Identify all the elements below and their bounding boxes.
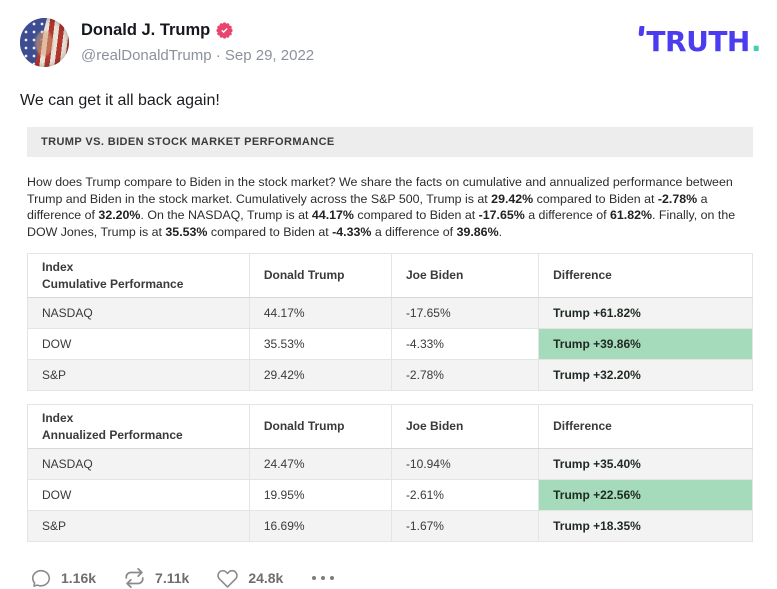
difference-cell: Trump +35.40%: [538, 448, 753, 481]
retruth-icon: [125, 568, 144, 589]
table-row: NASDAQ 44.17% -17.65% Trump +61.82%: [27, 297, 753, 330]
paragraph-text: a difference of: [27, 191, 708, 223]
comment-icon: [31, 570, 51, 588]
table-row: DOW 35.53% -4.33% Trump +39.86%: [27, 328, 753, 361]
biden-value-cell: -4.33%: [390, 328, 540, 361]
trump-value-cell: 24.47%: [248, 448, 392, 481]
truth-logo[interactable]: TRUTH.: [638, 18, 762, 58]
paragraph-text: . On the NASDAQ, Trump is at: [140, 208, 312, 223]
paragraph-text: compared to Biden at: [207, 224, 333, 239]
stat-value: -4.33%: [332, 224, 372, 239]
display-name[interactable]: Donald J. Trump: [81, 21, 211, 39]
paragraph-text: . Finally, on the DOW Jones, Trump is at: [27, 208, 736, 239]
heart-icon: [217, 570, 239, 589]
table-row: S&P 29.42% -2.78% Trump +32.20%: [27, 359, 753, 392]
performance-card: TRUMP VS. BIDEN STOCK MARKET PERFORMANCE…: [27, 127, 753, 543]
cumulative-performance-table: Index Cumulative Performance Donald Trump J…: [27, 253, 753, 392]
index-cell: NASDAQ: [27, 297, 250, 330]
engagement-bar: 1.16k 7.11k 24.8k: [30, 567, 777, 589]
biden-value-cell: -2.61%: [390, 479, 540, 512]
difference-cell: Trump +32.20%: [538, 359, 753, 392]
author-block: Donald J. Trump @realDonaldTrump · Sep 2…: [69, 18, 639, 64]
trump-value-cell: 29.42%: [248, 359, 392, 392]
post-text: We can get it all back again!: [20, 92, 220, 109]
row-header-column-label: Index Annualized Performance: [27, 404, 250, 450]
truth-logo-notch: [638, 26, 645, 36]
row-header-column-label: Index Cumulative Performance: [27, 253, 250, 299]
stat-value: 39.86%: [456, 224, 499, 239]
biden-value-cell: -2.78%: [390, 359, 540, 392]
card-headline: TRUMP VS. BIDEN STOCK MARKET PERFORMANCE: [27, 127, 753, 157]
like-button[interactable]: 24.8k: [216, 567, 283, 589]
retruth-button[interactable]: 7.11k: [123, 567, 189, 589]
difference-cell: Trump +22.56%: [538, 479, 753, 512]
truth-logo-dot: .: [750, 25, 762, 58]
paragraph-text: compared to Biden at: [533, 191, 658, 206]
stat-value: 44.17%: [311, 208, 354, 223]
reply-count: 1.16k: [61, 570, 97, 587]
biden-value-cell: -10.94%: [390, 448, 540, 481]
column-header: Joe Biden: [390, 404, 540, 450]
table-row: DOW 19.95% -2.61% Trump +22.56%: [27, 479, 753, 512]
stat-value: 61.82%: [609, 208, 652, 223]
trump-value-cell: 19.95%: [248, 479, 392, 512]
reply-button[interactable]: 1.16k: [30, 567, 96, 589]
index-cell: DOW: [27, 479, 250, 512]
biden-value-cell: -17.65%: [390, 297, 540, 330]
biden-value-cell: -1.67%: [390, 510, 540, 543]
trump-value-cell: 16.69%: [248, 510, 392, 543]
stat-value: 35.53%: [165, 224, 208, 239]
column-header: Joe Biden: [390, 253, 540, 299]
paragraph-text: a difference of: [371, 224, 457, 239]
table-row: NASDAQ 24.47% -10.94% Trump +35.40%: [27, 448, 753, 481]
difference-cell: Trump +61.82%: [538, 297, 753, 330]
trump-value-cell: 44.17%: [248, 297, 392, 330]
column-header: Difference: [538, 253, 753, 299]
column-header: Difference: [538, 404, 753, 450]
post-header: Donald J. Trump @realDonaldTrump · Sep 2…: [0, 0, 777, 67]
index-cell: DOW: [27, 328, 250, 361]
difference-cell: Trump +18.35%: [538, 510, 753, 543]
stat-value: 29.42%: [491, 191, 534, 206]
paragraph-text: compared to Biden at: [353, 208, 479, 223]
stat-value: 32.20%: [98, 208, 141, 223]
ellipsis-icon: [312, 576, 335, 581]
retruth-count: 7.11k: [155, 570, 190, 587]
paragraph-text: .: [498, 224, 503, 239]
stat-value: -17.65%: [478, 208, 525, 223]
like-count: 24.8k: [248, 570, 284, 587]
trump-value-cell: 35.53%: [248, 328, 392, 361]
stat-value: -2.78%: [657, 191, 698, 206]
card-paragraph: How does Trump compare to Biden in the s…: [27, 174, 753, 240]
index-cell: S&P: [27, 510, 250, 543]
paragraph-text: a difference of: [524, 208, 610, 223]
table-header-row: Index Cumulative Performance Donald Trump J…: [27, 253, 753, 299]
annualized-performance-table: Index Annualized Performance Donald Trump J…: [27, 404, 753, 543]
avatar[interactable]: [20, 18, 69, 67]
more-options-button[interactable]: [310, 573, 336, 583]
table-header-row: Index Annualized Performance Donald Trump J…: [27, 404, 753, 450]
handle-and-date[interactable]: @realDonaldTrump · Sep 29, 2022: [81, 47, 315, 64]
difference-cell: Trump +39.86%: [538, 328, 753, 361]
index-cell: NASDAQ: [27, 448, 250, 481]
column-header: Donald Trump: [248, 404, 392, 450]
truth-logo-text: TRUTH: [646, 25, 750, 58]
table-row: S&P 16.69% -1.67% Trump +18.35%: [27, 510, 753, 543]
index-cell: S&P: [27, 359, 250, 392]
verified-badge-icon: [216, 22, 233, 39]
column-header: Donald Trump: [248, 253, 392, 299]
paragraph-text: How does Trump compare to Biden in the s…: [27, 175, 733, 206]
